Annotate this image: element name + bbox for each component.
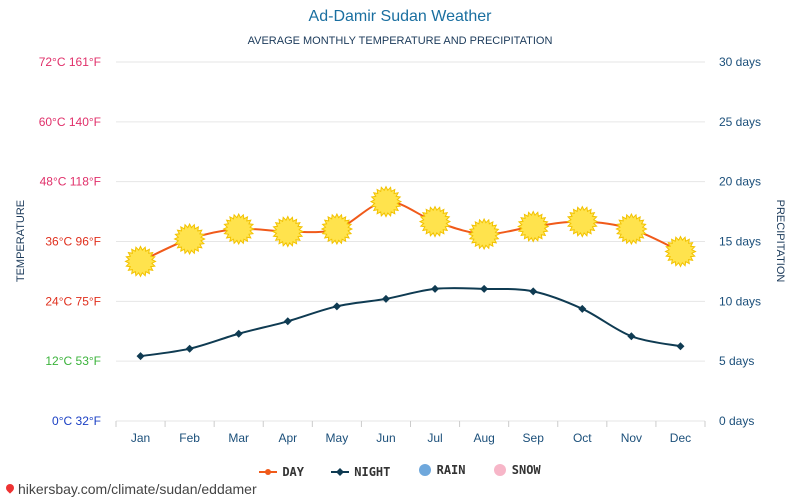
sun-icon (615, 212, 648, 246)
legend-label-rain: RAIN (436, 463, 466, 477)
data-point-night (283, 317, 292, 326)
legend-item-day[interactable]: DAY (259, 465, 304, 479)
x-tick-label: Mar (228, 431, 249, 445)
data-point-night (136, 352, 145, 361)
y-tick-label-right: 5 days (719, 354, 754, 368)
sun-icon (517, 210, 550, 243)
sun-icon (418, 205, 452, 238)
sun-icon (320, 212, 354, 246)
x-tick-label: Jan (131, 431, 150, 445)
y-axis-title-right: PRECIPITATION (774, 200, 786, 283)
data-point-night (627, 332, 636, 341)
circle-icon (493, 464, 506, 476)
chart-legend: DAY NIGHT RAIN SNOW (0, 463, 800, 480)
data-point-night (529, 287, 538, 296)
y-tick-label-right: 0 days (719, 414, 754, 428)
y-tick-label-right: 30 days (719, 55, 761, 69)
map-pin-icon (4, 482, 16, 494)
sun-icon (467, 217, 501, 251)
x-tick-label: Oct (573, 431, 592, 445)
data-point-night (431, 284, 440, 293)
data-point-night (480, 284, 489, 293)
y-tick-label-right: 25 days (719, 115, 761, 129)
x-tick-label: Feb (179, 431, 200, 445)
x-tick-label: Dec (670, 431, 691, 445)
y-tick-label-left: 36°C 96°F (45, 235, 101, 249)
legend-label-night: NIGHT (354, 465, 391, 479)
y-tick-label-left: 24°C 75°F (45, 294, 101, 308)
x-tick-label: Sep (523, 431, 545, 445)
data-point-night (234, 329, 243, 338)
x-tick-label: Jul (427, 431, 442, 445)
data-point-night (332, 302, 341, 311)
source-link-text[interactable]: hikersbay.com/climate/sudan/eddamer (18, 481, 257, 497)
data-point-night (185, 344, 194, 353)
series-line-night (140, 287, 681, 358)
legend-label-day: DAY (282, 465, 305, 479)
y-tick-label-left: 48°C 118°F (40, 175, 101, 189)
y-tick-label-right: 15 days (719, 235, 761, 249)
data-point-night (381, 294, 390, 303)
sun-icon (664, 235, 697, 268)
y-tick-label-left: 72°C 161°F (39, 55, 101, 69)
legend-item-night[interactable]: NIGHT (331, 465, 390, 479)
series-line-day (140, 200, 681, 263)
y-tick-label-left: 0°C 32°F (52, 414, 101, 428)
x-tick-label: Jun (376, 431, 395, 445)
x-tick-label: Aug (473, 431, 494, 445)
y-tick-label-left: 12°C 53°F (45, 354, 101, 368)
chart-subtitle: AVERAGE MONTHLY TEMPERATURE AND PRECIPIT… (247, 35, 553, 47)
sun-icon (124, 245, 157, 278)
line-dot-icon (259, 469, 278, 475)
y-tick-label-left: 60°C 140°F (39, 115, 101, 129)
legend-item-rain[interactable]: RAIN (418, 463, 466, 477)
circle-icon (418, 464, 431, 476)
y-axis-title-left: TEMPERATURE (15, 200, 27, 282)
x-tick-label: May (326, 431, 349, 445)
line-diamond-icon (331, 468, 350, 476)
sun-icon (173, 222, 206, 256)
legend-item-snow[interactable]: SNOW (493, 463, 541, 477)
chart-title: Ad-Damir Sudan Weather (308, 8, 492, 25)
data-point-night (578, 304, 587, 313)
legend-label-snow: SNOW (511, 463, 541, 477)
y-tick-label-right: 10 days (719, 294, 761, 308)
y-tick-label-right: 20 days (719, 175, 761, 189)
x-tick-label: Nov (621, 431, 642, 445)
sun-icon (271, 215, 304, 248)
source-link[interactable]: hikersbay.com/climate/sudan/eddamer (4, 481, 257, 497)
x-tick-label: Apr (278, 431, 297, 445)
data-point-night (676, 342, 685, 351)
sun-icon (222, 212, 255, 246)
sun-icon (369, 185, 403, 218)
sun-icon (566, 205, 599, 238)
temperature-chart: 0°C 32°F 12°C 53°F 24°C 75°F 36°C 96°F 48°C … (15, 55, 786, 445)
